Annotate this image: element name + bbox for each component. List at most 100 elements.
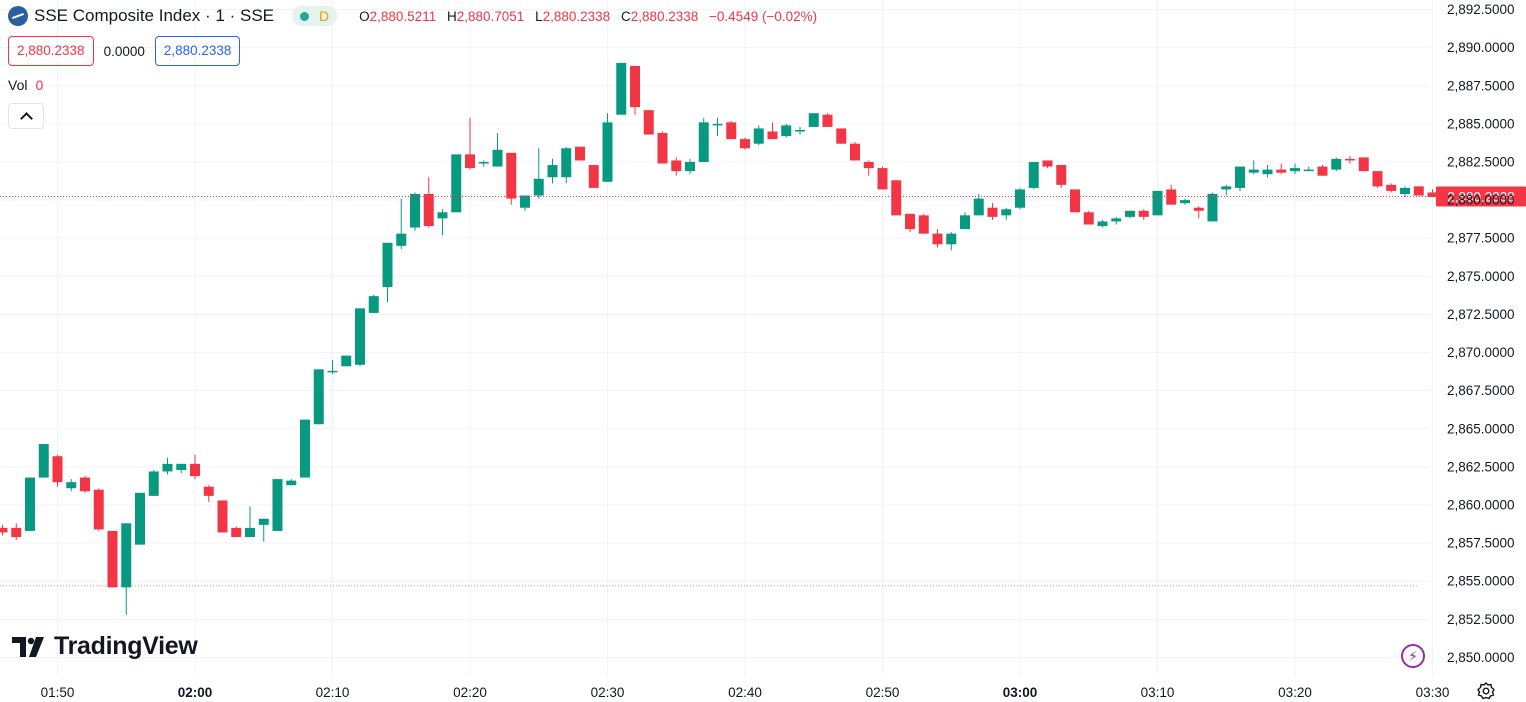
candle-down — [932, 229, 943, 248]
tradingview-logo[interactable]: TradingView — [12, 632, 198, 661]
candle-up — [533, 148, 544, 199]
candle-body — [1262, 169, 1273, 175]
candle-body — [203, 486, 214, 496]
candle-body — [1317, 166, 1328, 176]
time-axis[interactable]: 01:50 02:00 02:10 02:20 02:30 02:40 02:50 03:00… — [41, 685, 1450, 700]
candle-down — [863, 160, 874, 176]
price-tick-label: 2,852.5000 — [1447, 612, 1515, 627]
candle-up — [121, 523, 132, 615]
sell-price-button[interactable]: 2,880.2338 — [8, 36, 94, 66]
ohlc-value-open: 2,880.5211 — [369, 8, 437, 24]
candle-body — [1331, 158, 1342, 170]
candle-body — [712, 123, 723, 126]
candle-up — [960, 212, 970, 230]
price-tick-label: 2,880.0000 — [1447, 193, 1515, 208]
candle-body — [753, 128, 764, 144]
candle-down — [822, 113, 833, 127]
candle-body — [795, 129, 805, 132]
candle-body — [1400, 187, 1410, 194]
candle-up — [355, 308, 365, 367]
candle-body — [1056, 165, 1067, 185]
grid-lines — [0, 0, 1433, 676]
price-tick-label: 2,872.5000 — [1447, 307, 1515, 322]
volume-value: 0 — [35, 77, 44, 93]
candle-body — [437, 212, 448, 219]
price-tick-label: 2,890.0000 — [1447, 40, 1515, 55]
candle-body — [148, 471, 159, 496]
lightning-icon[interactable]: ⚡ — [1401, 644, 1425, 668]
candle-body — [1345, 158, 1355, 161]
candle-body — [231, 527, 242, 538]
candle-down — [1070, 189, 1080, 213]
candle-down — [877, 166, 888, 190]
candle-body — [355, 308, 365, 365]
candle-up — [162, 457, 173, 475]
candle-down — [1193, 206, 1204, 219]
current-price-label: 2,880.2338 — [1447, 190, 1515, 205]
time-tick-label: 02:50 — [866, 685, 900, 700]
candle-up — [410, 192, 420, 231]
candle-body — [465, 154, 475, 169]
ohlc-key-open: O — [359, 8, 370, 24]
candle-body — [616, 62, 627, 115]
candle-body — [1358, 157, 1369, 172]
price-tick-label: 2,870.0000 — [1447, 345, 1515, 360]
candle-up — [66, 479, 77, 492]
time-tick-label: 02:00 — [178, 685, 213, 700]
candle-up — [1028, 161, 1039, 190]
collapse-legend-button[interactable] — [8, 103, 44, 129]
candle-down — [987, 203, 998, 220]
symbol-title[interactable]: SSE Composite Index · 1 · SSE — [34, 6, 274, 25]
candle-down — [767, 122, 778, 140]
candle-down — [1166, 184, 1177, 205]
gear-icon[interactable] — [1476, 681, 1496, 701]
buy-price-button[interactable]: 2,880.2338 — [154, 36, 241, 66]
candle-up — [1097, 219, 1108, 228]
candle-down — [643, 110, 654, 135]
market-status-badge[interactable]: D — [292, 6, 338, 26]
candle-down — [671, 157, 682, 176]
candle-body — [808, 113, 819, 127]
candle-up — [478, 160, 489, 167]
candle-body — [588, 165, 599, 188]
candle-down — [836, 128, 847, 144]
candle-down — [1056, 165, 1067, 188]
price-tick-label: 2,877.5000 — [1447, 231, 1515, 246]
price-axis[interactable]: 2,850.0000 2,852.5000 2,855.0000 2,857.5000… — [1447, 2, 1515, 665]
candle-down — [1372, 171, 1383, 188]
candle-up — [973, 194, 984, 216]
candle-body — [520, 195, 530, 208]
candle-body — [1248, 169, 1259, 173]
spread-value: 0.0000 — [103, 43, 145, 59]
candle-body — [1166, 189, 1177, 205]
candle-up — [616, 62, 627, 115]
candle-body — [1138, 210, 1149, 217]
candle-up — [808, 113, 819, 127]
candle-up — [492, 133, 503, 167]
candle-body — [973, 198, 984, 216]
candle-down — [465, 117, 475, 170]
volume-label[interactable]: Vol — [8, 77, 28, 93]
candle-body — [850, 143, 860, 161]
candle-body — [643, 110, 654, 135]
ohlc-key-low: L — [535, 8, 543, 24]
candle-down — [1413, 186, 1424, 196]
candle-body — [1152, 190, 1163, 216]
time-tick-label: 01:50 — [41, 685, 75, 700]
candle-body — [492, 149, 503, 167]
candle-body — [630, 65, 640, 108]
candle-up — [135, 492, 145, 545]
candle-body — [506, 152, 517, 199]
candle-up — [1221, 184, 1232, 196]
candle-down — [11, 523, 22, 541]
candle-body — [1042, 160, 1053, 167]
brand-name: TradingView — [54, 632, 198, 660]
price-tick-label: 2,867.5000 — [1447, 383, 1515, 398]
current-price-line: 2,880.2338 — [0, 186, 1526, 207]
candle-down — [740, 137, 750, 150]
candle-down — [93, 488, 104, 531]
candle-body — [561, 148, 572, 178]
price-tick-label: 2,885.0000 — [1447, 116, 1515, 131]
candle-down — [190, 454, 200, 480]
